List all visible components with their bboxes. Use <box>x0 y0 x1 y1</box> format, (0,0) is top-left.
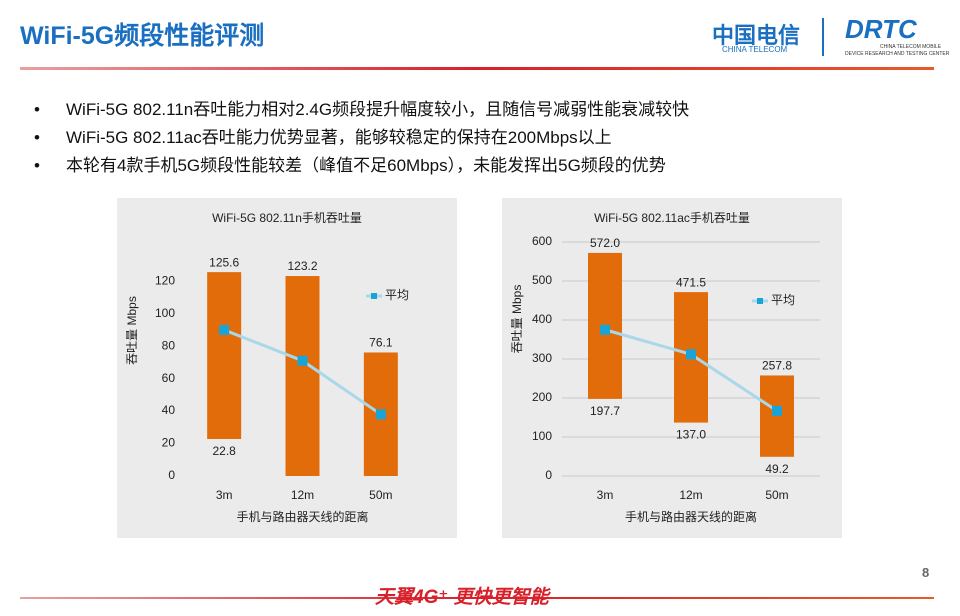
legend-marker <box>757 298 763 304</box>
x-tick-label: 12m <box>291 488 314 502</box>
x-tick-label: 3m <box>216 488 233 502</box>
x-axis-title: 手机与路由器天线的距离 <box>236 509 368 524</box>
average-marker <box>686 349 696 360</box>
data-label: 572.0 <box>590 236 620 250</box>
y-axis-title: 吞吐量 Mbps <box>125 296 139 365</box>
chart-title: WiFi-5G 802.11ac手机吞吐量 <box>594 211 750 225</box>
legend-marker <box>371 293 377 299</box>
y-tick-label: 20 <box>162 436 176 450</box>
bullet: 本轮有4款手机5G频段性能较差（峰值不足60Mbps），未能发挥出5G频段的优势 <box>34 152 689 180</box>
y-tick-label: 200 <box>532 390 552 404</box>
logo-divider <box>822 18 824 56</box>
logo2: DRTC <box>845 14 917 44</box>
data-label: 76.1 <box>369 336 393 350</box>
data-label: 137.0 <box>676 428 706 442</box>
x-tick-label: 50m <box>369 488 392 502</box>
bullet: WiFi-5G 802.11ac吞吐能力优势显著，能够较稳定的保持在200Mbp… <box>34 124 689 152</box>
data-label: 22.8 <box>212 444 236 458</box>
data-label: 123.2 <box>287 259 317 273</box>
x-axis-title: 手机与路由器天线的距离 <box>625 509 757 524</box>
average-marker <box>297 355 308 366</box>
y-tick-label: 400 <box>532 312 552 326</box>
y-tick-label: 300 <box>532 351 552 365</box>
y-tick-label: 80 <box>162 338 176 352</box>
logo-en: CHINA TELECOM <box>722 45 788 54</box>
x-tick-label: 3m <box>597 488 614 502</box>
bullet: WiFi-5G 802.11n吞吐能力相对2.4G频段提升幅度较小，且随信号减弱… <box>34 96 689 124</box>
y-axis-title: 吞吐量 Mbps <box>510 285 524 354</box>
footer-rule <box>20 597 934 599</box>
average-marker <box>600 324 610 335</box>
legend-label: 平均 <box>385 288 409 302</box>
header-rule <box>20 67 934 70</box>
y-tick-label: 100 <box>532 429 552 443</box>
data-label: 125.6 <box>209 255 239 269</box>
average-marker <box>772 405 782 416</box>
data-label: 471.5 <box>676 275 706 289</box>
page-number: 8 <box>922 565 930 580</box>
slide-title: WiFi-5G频段性能评测 <box>20 22 265 50</box>
y-tick-label: 600 <box>532 234 552 248</box>
chart-bg <box>502 198 842 538</box>
average-marker <box>219 324 230 335</box>
y-tick-label: 40 <box>162 403 176 417</box>
x-tick-label: 50m <box>765 488 788 502</box>
logo2-line1: CHINA TELECOM MOBILE <box>880 44 942 50</box>
data-label: 197.7 <box>590 404 620 418</box>
x-tick-label: 12m <box>679 488 702 502</box>
y-tick-label: 0 <box>168 468 175 482</box>
y-tick-label: 60 <box>162 371 176 385</box>
data-label: 49.2 <box>765 462 789 476</box>
legend-label: 平均 <box>771 293 795 307</box>
bar <box>207 272 242 439</box>
y-tick-label: 500 <box>532 273 552 287</box>
y-tick-label: 0 <box>545 468 552 482</box>
logo2-line2: DEVICE RESEARCH AND TESTING CENTER <box>845 51 950 57</box>
bar <box>760 375 794 457</box>
bullet-list: WiFi-5G 802.11n吞吐能力相对2.4G频段提升幅度较小，且随信号减弱… <box>34 96 689 180</box>
slogan: 天翼4G⁺ 更快更智能 <box>375 587 549 608</box>
chart-title: WiFi-5G 802.11n手机吞吐量 <box>212 211 362 225</box>
data-label: 257.8 <box>762 359 792 373</box>
y-tick-label: 120 <box>155 273 175 287</box>
y-tick-label: 100 <box>155 306 175 320</box>
logo-cn: 中国电信 <box>712 23 801 48</box>
bar <box>285 276 320 476</box>
average-marker <box>375 409 386 420</box>
